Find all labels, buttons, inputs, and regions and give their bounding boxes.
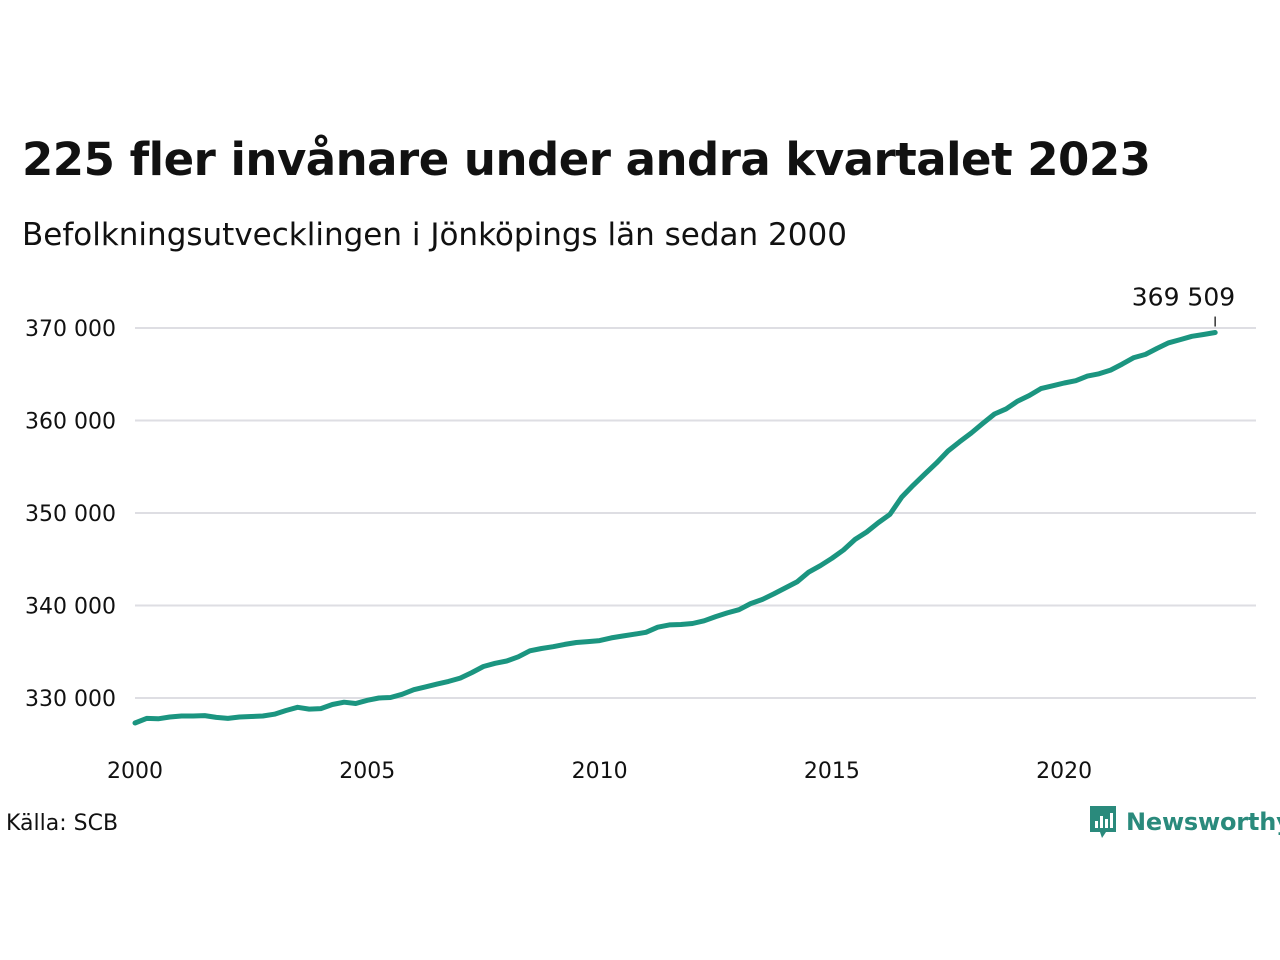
x-tick-label: 2020 [1036, 759, 1092, 784]
source-note: Källa: SCB [6, 811, 119, 836]
y-tick-label: 330 000 [25, 687, 116, 712]
y-tick-label: 360 000 [25, 410, 116, 435]
end-value-label: 369 509 [1132, 283, 1235, 312]
x-tick-label: 2005 [339, 759, 395, 784]
chart-title: 225 fler invånare under andra kvartalet … [22, 133, 1151, 186]
y-tick-label: 340 000 [25, 595, 116, 620]
newsworthy-logo-icon [1090, 806, 1116, 838]
y-tick-label: 370 000 [25, 317, 116, 342]
y-tick-label: 350 000 [25, 502, 116, 527]
series-line-population [132, 330, 1218, 726]
brand-name: Newsworthy [1126, 808, 1280, 836]
x-tick-label: 2010 [572, 759, 628, 784]
gridlines [135, 327, 1256, 699]
x-axis-labels: 2000 2005 2010 2015 2020 [107, 759, 1092, 784]
x-tick-label: 2000 [107, 759, 163, 784]
y-axis-labels: 330 000 340 000 350 000 360 000 370 000 [25, 317, 116, 712]
chart-subtitle: Befolkningsutvecklingen i Jönköpings län… [22, 217, 847, 253]
x-tick-label: 2015 [804, 759, 860, 784]
brand-logo: Newsworthy [1088, 804, 1280, 840]
line-chart: 330 000 340 000 350 000 360 000 370 000 2000… [25, 283, 1256, 784]
